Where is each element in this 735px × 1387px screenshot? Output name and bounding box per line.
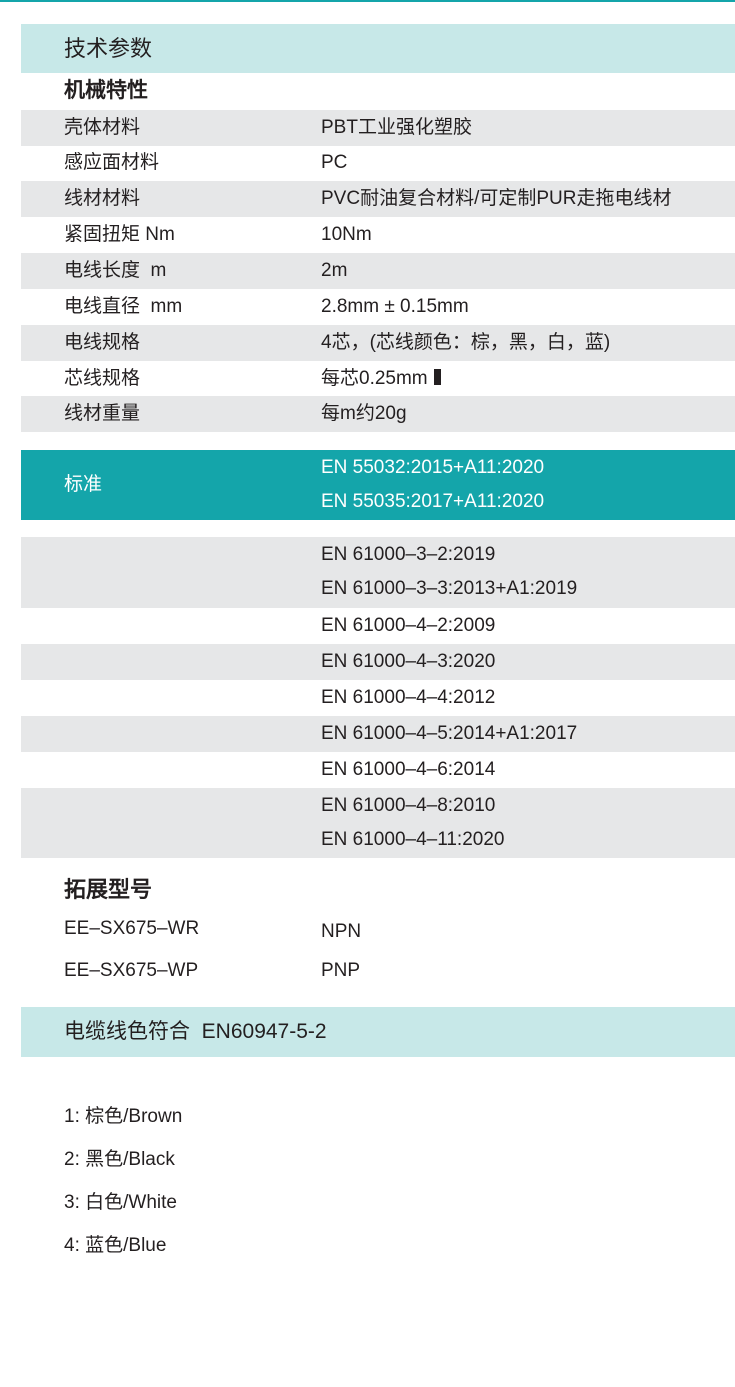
spec-row: 壳体材料 PBT工业强化塑胶 <box>21 110 735 146</box>
color-item: 1: 棕色/Brown <box>64 1106 183 1127</box>
spec-row: 电线规格 4芯，(芯线颜色：棕，黑，白，蓝) <box>21 325 735 361</box>
spec-value-text: 2.8mm ± 0.15mm <box>321 296 469 317</box>
standards-row: EN 61000–4–3:2020 <box>21 644 735 680</box>
standards-row: EN 61000–4–5:2014+A1:2017 <box>21 716 735 752</box>
standards-row: EN 61000–4–6:2014 <box>21 752 735 788</box>
spec-value-text: PBT工业强化塑胶 <box>321 117 472 138</box>
spec-row: 芯线规格 每芯0.25mm <box>21 361 735 397</box>
color-item: 3: 白色/White <box>64 1192 177 1213</box>
cable-color-header: 电缆线色符合 EN60947-5-2 <box>21 1007 735 1057</box>
spec-label: 线材重量 <box>64 403 141 424</box>
standards-row: EN 61000–4–8:2010 EN 61000–4–11:2020 <box>21 788 735 858</box>
standards-row: EN 61000–3–2:2019 EN 61000–3–3:2013+A1:2… <box>21 537 735 608</box>
standard-item: EN 61000–4–2:2009 <box>321 615 496 636</box>
spec-value: 2m <box>321 253 347 289</box>
spec-value: PVC耐油复合材料/可定制PUR走拖电线材 <box>321 181 671 217</box>
spec-label: 感应面材料 <box>64 152 160 173</box>
spec-value: 每m约20g <box>321 396 407 432</box>
spec-row: 电线长度 m 2m <box>21 253 735 289</box>
model-name: EE–SX675–WR <box>64 918 200 939</box>
spec-row: 线材材料 PVC耐油复合材料/可定制PUR走拖电线材 <box>21 181 735 217</box>
spec-row: 感应面材料 PC <box>21 145 735 181</box>
spec-label: 芯线规格 <box>64 368 141 389</box>
spec-value-text: 10Nm <box>321 224 372 245</box>
color-item: 2: 黑色/Black <box>64 1149 175 1170</box>
section-title: 技术参数 <box>64 36 153 61</box>
spec-value: 10Nm <box>321 217 372 253</box>
spec-value: 每芯0.25mm <box>321 361 441 397</box>
standard-item: EN 55032:2015+A11:2020 <box>321 457 545 478</box>
spec-value: 4芯，(芯线颜色：棕，黑，白，蓝) <box>321 325 610 361</box>
section-header-tech-params: 技术参数 <box>21 24 735 73</box>
standard-item: EN 61000–4–8:2010 <box>321 795 496 816</box>
standards-row: EN 61000–4–2:2009 <box>21 608 735 644</box>
spec-value: 2.8mm ± 0.15mm <box>321 289 469 325</box>
spec-label: 电线规格 <box>64 332 141 353</box>
spec-value: PC <box>321 145 347 181</box>
cable-title: 电缆线色符合 EN60947-5-2 <box>64 1020 327 1043</box>
model-type: PNP <box>321 960 361 981</box>
standard-item: EN 61000–4–6:2014 <box>321 759 496 780</box>
standard-item: EN 61000–3–2:2019 <box>321 544 496 565</box>
spec-row: 线材重量 每m约20g <box>21 396 735 432</box>
mechanical-header: 机械特性 <box>21 73 735 109</box>
standard-item: EN 61000–4–4:2012 <box>321 687 496 708</box>
top-border <box>0 0 735 2</box>
standard-item: EN 61000–4–5:2014+A1:2017 <box>321 723 578 744</box>
spec-value-text: 每芯0.25mm <box>321 368 428 389</box>
square-unit-mark <box>433 369 441 385</box>
spec-row: 电线直径 mm 2.8mm ± 0.15mm <box>21 289 735 325</box>
standards-row: EN 61000–4–4:2012 <box>21 680 735 716</box>
spec-value-text: PVC耐油复合材料/可定制PUR走拖电线材 <box>321 188 672 209</box>
standards-highlight-row: 标准 EN 55032:2015+A11:2020 EN 55035:2017+… <box>21 450 735 520</box>
models-title: 拓展型号 <box>64 877 153 902</box>
spec-row: 紧固扭矩 Nm 10Nm <box>21 217 735 253</box>
spec-label: 紧固扭矩 Nm <box>64 224 175 245</box>
model-name: EE–SX675–WP <box>64 960 199 981</box>
spec-value-text: 每m约20g <box>321 403 407 424</box>
spec-value: PBT工业强化塑胶 <box>321 110 472 146</box>
subsection-title: 机械特性 <box>64 79 148 102</box>
model-type: NPN <box>321 921 362 942</box>
standard-item: EN 61000–4–11:2020 <box>321 829 505 850</box>
standard-item: EN 61000–3–3:2013+A1:2019 <box>321 578 578 599</box>
spec-label: 电线直径 mm <box>64 296 183 317</box>
spec-value-text: 4芯，(芯线颜色：棕，黑，白，蓝) <box>321 332 611 353</box>
spec-value-text: PC <box>321 152 348 173</box>
standard-item: EN 61000–4–3:2020 <box>321 651 496 672</box>
spec-label: 壳体材料 <box>64 117 141 138</box>
standards-label: 标准 <box>64 474 103 495</box>
color-item: 4: 蓝色/Blue <box>64 1235 167 1256</box>
standard-item: EN 55035:2017+A11:2020 <box>321 491 545 512</box>
spec-label: 电线长度 m <box>64 260 167 281</box>
spec-value-text: 2m <box>321 260 348 281</box>
spec-label: 线材材料 <box>64 188 141 209</box>
